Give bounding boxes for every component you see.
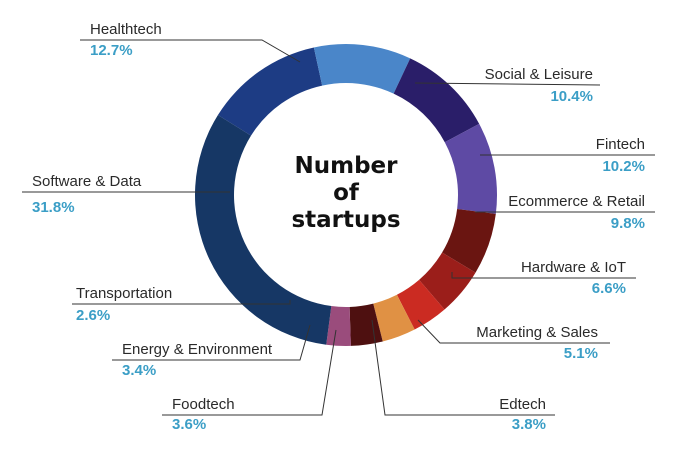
leader-line-healthtech — [80, 39, 301, 63]
leader-line-foodtech — [162, 329, 337, 416]
percent-label-social-and-leisure: 10.4% — [550, 88, 593, 105]
center-title-line-2: of — [333, 180, 360, 206]
category-label-transportation: Transportation — [76, 285, 172, 302]
leader-line-energy-and-environment — [112, 324, 311, 361]
percent-label-ecommerce-and-retail: 9.8% — [611, 215, 645, 232]
category-label-healthtech: Healthtech — [90, 21, 162, 38]
percent-label-energy-and-environment: 3.4% — [122, 362, 156, 379]
slice-social-and-leisure — [313, 44, 411, 94]
slice-marketing-and-sales — [419, 252, 476, 310]
category-label-edtech: Edtech — [499, 396, 546, 413]
category-label-software-and-data: Software & Data — [32, 173, 142, 190]
percent-label-marketing-and-sales: 5.1% — [564, 345, 598, 362]
category-label-foodtech: Foodtech — [172, 396, 235, 413]
center-title-line-1: Number — [295, 153, 399, 179]
slice-healthtech — [217, 47, 323, 136]
category-label-hardware-and-iot: Hardware & IoT — [521, 259, 626, 276]
leader-line-edtech — [371, 319, 555, 416]
slice-fintech — [393, 58, 480, 143]
slice-edtech — [396, 279, 445, 330]
slice-software-and-data — [195, 114, 332, 345]
percent-label-fintech: 10.2% — [602, 158, 645, 175]
slice-foodtech — [373, 294, 415, 342]
percent-label-edtech: 3.8% — [512, 416, 546, 433]
leader-line-marketing-and-sales — [417, 319, 610, 344]
category-label-fintech: Fintech — [596, 136, 645, 153]
leader-line-transportation — [72, 300, 291, 305]
center-title-line-3: startups — [291, 207, 400, 233]
category-label-ecommerce-and-retail: Ecommerce & Retail — [508, 193, 645, 210]
donut-slices — [195, 44, 497, 346]
slice-hardware-and-iot — [442, 208, 496, 273]
percent-label-hardware-and-iot: 6.6% — [592, 280, 626, 297]
category-label-social-and-leisure: Social & Leisure — [485, 66, 593, 83]
leader-line-hardware-and-iot — [451, 272, 636, 279]
percent-label-healthtech: 12.7% — [90, 42, 133, 59]
percent-label-foodtech: 3.6% — [172, 416, 206, 433]
slice-ecommerce-and-retail — [444, 123, 497, 214]
leader-lines — [22, 39, 655, 416]
percent-label-transportation: 2.6% — [76, 307, 110, 324]
category-label-energy-and-environment: Energy & Environment — [122, 341, 273, 358]
percent-label-software-and-data: 31.8% — [32, 199, 75, 216]
category-label-marketing-and-sales: Marketing & Sales — [476, 324, 598, 341]
leader-line-social-and-leisure — [414, 82, 601, 86]
slice-transportation — [326, 306, 351, 346]
slice-labels: Healthtech 12.7% Social & Leisure 10.4% Fint… — [32, 21, 645, 433]
